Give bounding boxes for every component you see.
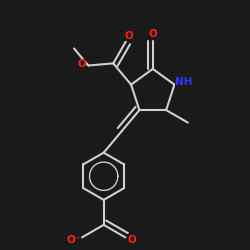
Text: O: O — [77, 59, 86, 69]
Text: O: O — [128, 234, 137, 244]
Text: O: O — [124, 30, 133, 40]
Text: O⁻: O⁻ — [66, 234, 81, 244]
Text: O: O — [148, 29, 157, 39]
Text: NH: NH — [176, 77, 193, 87]
